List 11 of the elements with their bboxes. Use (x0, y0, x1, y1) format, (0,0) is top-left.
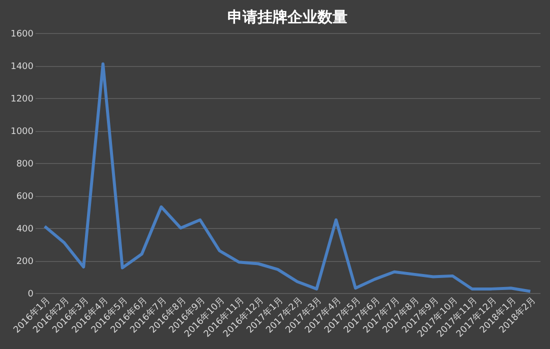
y-tick-label: 1400 (10, 62, 34, 72)
y-tick-label: 1000 (10, 127, 34, 137)
y-tick-label: 600 (16, 192, 34, 202)
chart-title: 申请挂牌企业数量 (228, 8, 348, 26)
y-tick-label: 400 (16, 224, 34, 234)
y-tick-label: 800 (16, 160, 34, 170)
line-series (43, 62, 532, 293)
y-tick-label: 200 (16, 257, 34, 267)
y-tick-label: 0 (28, 290, 34, 300)
y-tick-label: 1600 (10, 30, 34, 40)
y-tick-label: 1200 (10, 94, 34, 104)
